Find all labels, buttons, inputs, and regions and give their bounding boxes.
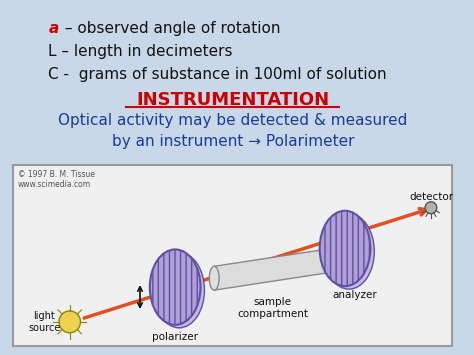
Bar [13,165,452,346]
Text: C -  grams of substance in 100ml of solution: C - grams of substance in 100ml of solut… [48,67,387,82]
Text: analyzer: analyzer [332,290,377,300]
Polygon shape [214,248,331,290]
Text: sample
compartment: sample compartment [237,297,308,320]
Text: polarizer: polarizer [152,332,198,342]
Circle shape [59,311,81,333]
Ellipse shape [319,211,370,286]
Ellipse shape [154,252,204,328]
Text: – observed angle of rotation: – observed angle of rotation [60,21,281,36]
Ellipse shape [210,266,219,290]
Text: detector: detector [409,192,453,202]
Text: © 1997 B. M. Tissue
www.scimedia.com: © 1997 B. M. Tissue www.scimedia.com [18,170,95,190]
Text: INSTRUMENTATION: INSTRUMENTATION [136,91,329,109]
Circle shape [425,202,437,214]
Text: L – length in decimeters: L – length in decimeters [48,44,233,59]
Text: light
source: light source [28,311,61,333]
Ellipse shape [327,248,336,272]
Ellipse shape [324,214,374,289]
Text: Optical activity may be detected & measured
by an instrument → Polarimeter: Optical activity may be detected & measu… [58,113,408,148]
Text: a: a [48,21,58,36]
Ellipse shape [150,250,201,325]
